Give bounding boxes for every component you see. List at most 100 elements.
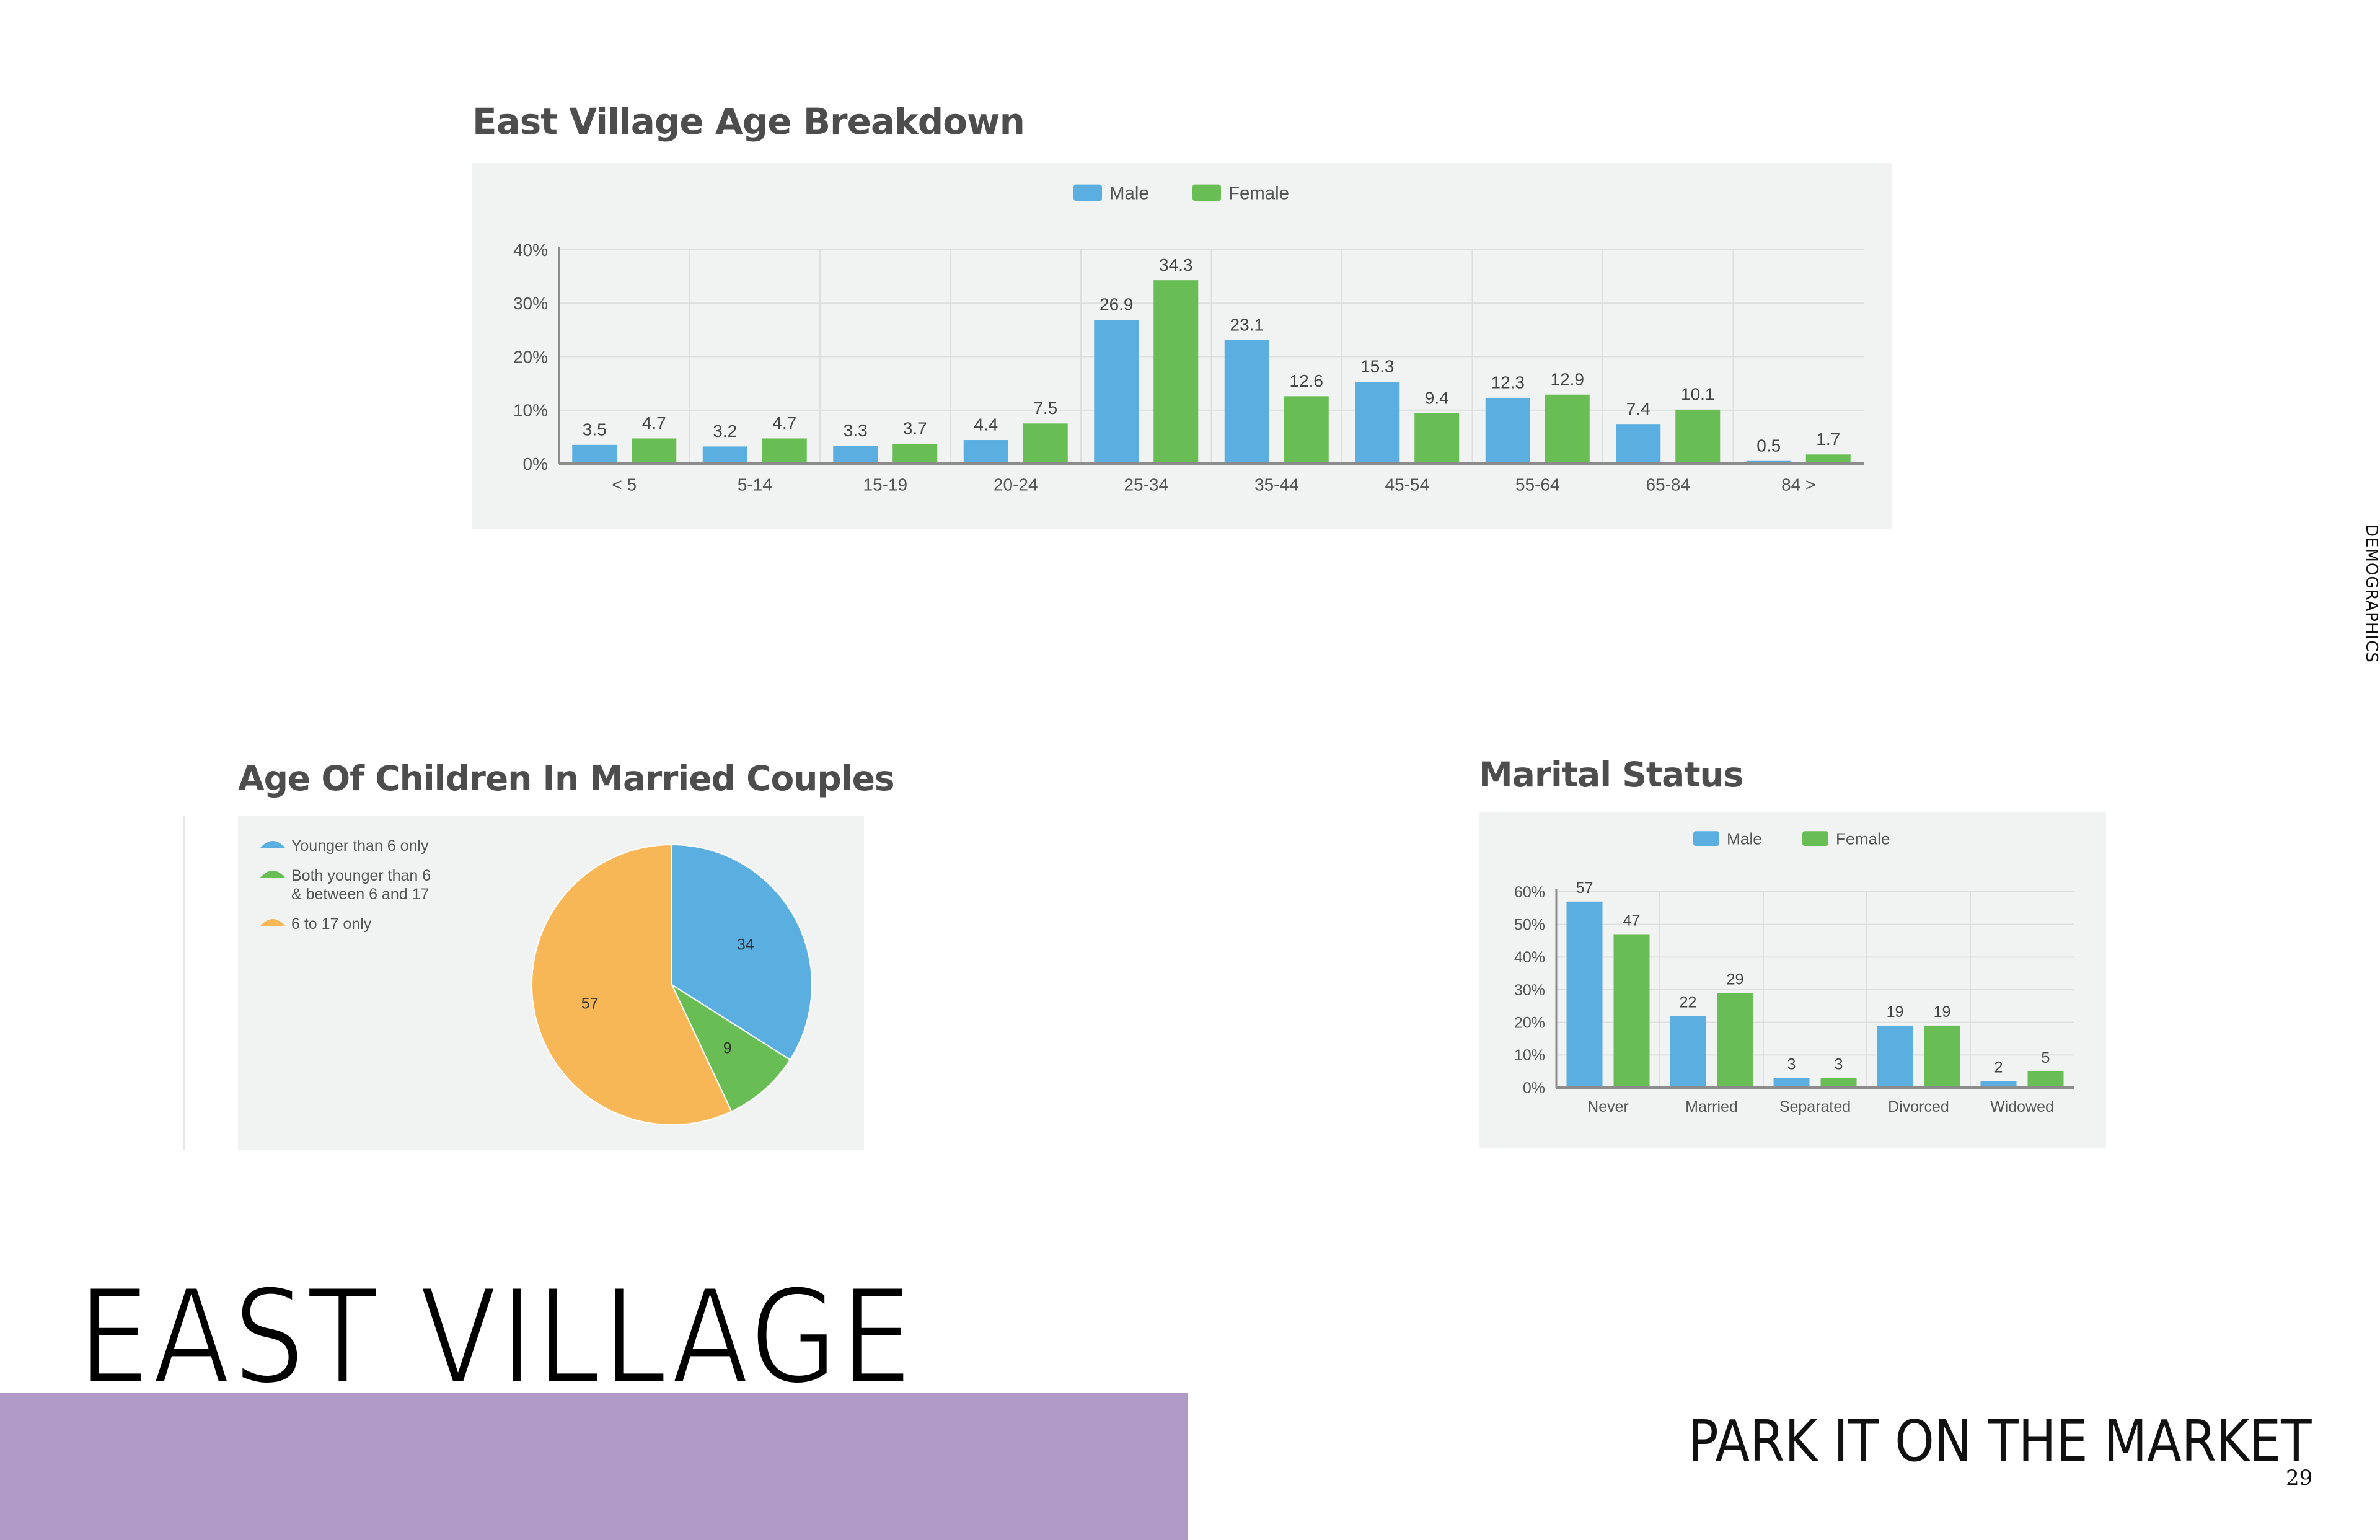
data-label: 19 [1934,1003,1951,1021]
x-tick-label: 15-19 [863,475,907,494]
page-number: 29 [2286,1466,2313,1490]
children-age-chart-panel: 34 9 57 Younger than 6 only Both younger tha… [238,816,864,1150]
y-tick-label: 50% [1514,916,1545,933]
bar-male [1670,1016,1706,1088]
data-label: 1.7 [1816,429,1840,449]
data-label: 23.1 [1230,315,1264,334]
x-tick-label: 5-14 [738,475,772,494]
legend-swatch-female [1802,831,1828,846]
bar-male [1355,382,1400,464]
data-label: 5 [2042,1049,2050,1067]
data-label: 22 [1680,993,1697,1011]
legend-label: 6 to 17 only [291,915,372,933]
pie-slice [670,983,791,1112]
x-tick-label: Separated [1779,1098,1851,1115]
x-tick-label: Divorced [1888,1098,1949,1115]
x-tick-label: Married [1685,1098,1738,1115]
bar-female [1675,409,1721,464]
legend-swatch-male [1073,184,1102,201]
bar-female [2027,1071,2064,1088]
children-age-chart: 34 9 57 Younger than 6 only Both younger tha… [260,837,813,1125]
x-tick-label: < 5 [612,475,637,494]
bar-female [762,438,807,464]
bar-female [1153,280,1199,464]
bar-male [1224,340,1269,464]
data-label: 3.3 [844,421,868,440]
y-tick-label: 30% [1514,982,1545,999]
pie-data-label: 34 [737,936,754,954]
data-label: 7.4 [1626,399,1651,418]
x-tick-label: 84 > [1781,475,1815,494]
marital-status-chart-panel: 0% 10% 20% 30% 40% 50% 60% 57 47 Never 22 29 Married… [1479,812,2106,1148]
data-label: 12.6 [1290,371,1324,390]
bar-male [1485,397,1530,464]
y-tick-label: 20% [513,347,548,366]
legend-swatch [260,919,285,926]
bar-male [1616,424,1661,464]
legend-label-male: Male [1727,830,1762,848]
bar-female [1820,1078,1857,1088]
y-tick-label: 0% [523,454,548,473]
x-tick-label: 45-54 [1385,475,1429,494]
bar-male [1094,319,1139,464]
bar-male [963,440,1008,464]
bar-male [1566,901,1603,1088]
legend-label: Both younger than 6 [291,867,431,884]
bar-male [1980,1081,2017,1088]
pie-data-label: 9 [723,1040,732,1057]
data-label: 47 [1623,912,1641,930]
data-label: 3 [1787,1055,1796,1073]
legend-swatch-female [1192,184,1221,201]
legend-label-female: Female [1836,830,1890,848]
marital-status-title: Marital Status [1479,755,1743,794]
data-label: 3.2 [713,421,737,441]
data-label: 2 [1994,1059,2003,1076]
data-label: 0.5 [1756,436,1781,455]
neighborhood-title: EAST VILLAGE [76,1259,915,1415]
x-tick-label: Never [1587,1098,1629,1115]
bar-male [702,446,747,464]
bar-male [572,444,617,464]
legend-swatch [260,841,285,848]
pie-slice [531,843,733,1125]
data-label: 12.3 [1491,373,1525,392]
bar-male [833,446,878,464]
data-label: 3.5 [583,420,607,439]
x-tick-label: 55-64 [1515,475,1560,494]
section-label: DEMOGRAPHICS [2362,524,2380,663]
marital-status-chart: 0% 10% 20% 30% 40% 50% 60% 57 47 Never 22 29 Married… [1514,830,2074,1115]
divider-line [183,816,185,1150]
data-label: 26.9 [1100,295,1134,314]
legend-label: Younger than 6 only [291,837,429,855]
bar-male [1877,1025,1913,1088]
legend-label: & between 6 and 17 [291,886,429,903]
x-tick-label: Widowed [1990,1098,2054,1115]
brand-name: PARK IT ON THE MARKET [1688,1408,2312,1474]
bar-female [1023,423,1068,464]
data-label: 34.3 [1159,255,1193,275]
x-tick-label: 25-34 [1124,475,1168,494]
pie-slice [671,843,813,1061]
legend-label-female: Female [1228,183,1289,203]
y-tick-label: 40% [513,240,548,260]
data-label: 29 [1727,971,1744,988]
data-label: 4.4 [974,415,998,434]
data-label: 9.4 [1425,389,1449,408]
bar-male [1773,1078,1810,1088]
legend-swatch [260,871,285,878]
data-label: 19 [1887,1003,1904,1021]
bar-female [1805,454,1851,464]
bar-female [1284,396,1329,464]
data-label: 15.3 [1360,357,1395,376]
y-tick-label: 0% [1523,1080,1545,1097]
age-breakdown-chart-panel: 0% 10% 20% 30% 40% 3.5 4.7 < 5 3.2 4.7 5-14 3.3 3.7 1… [472,163,1892,529]
bar-male [1746,460,1791,464]
x-tick-label: 65-84 [1646,475,1690,494]
legend-label-male: Male [1109,183,1149,203]
data-label: 7.5 [1033,398,1057,418]
data-label: 3.7 [903,419,927,438]
y-tick-label: 40% [1514,949,1545,966]
data-label: 4.7 [642,413,666,433]
y-tick-label: 10% [1514,1047,1545,1064]
children-age-title: Age Of Children In Married Couples [238,759,895,798]
